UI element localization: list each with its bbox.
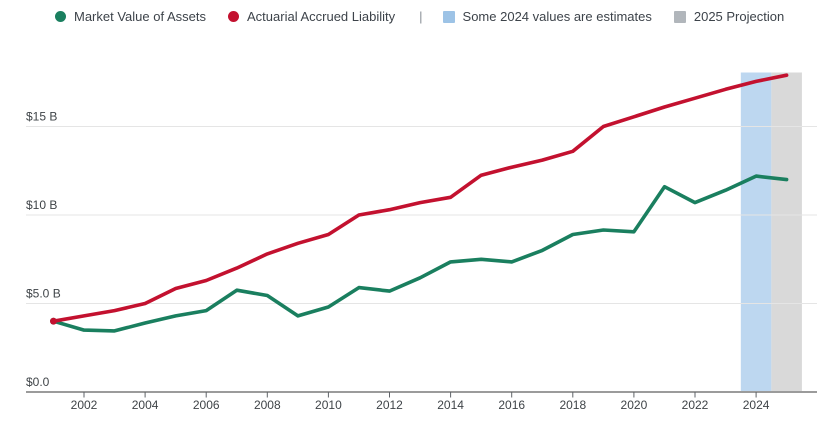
x-axis-label: 2006 <box>193 398 220 412</box>
legend-label-2025-projection: 2025 Projection <box>693 9 785 24</box>
x-axis-label: 2010 <box>315 398 342 412</box>
chart-legend: Market Value of Assets Actuarial Accrued… <box>55 9 806 24</box>
x-axis-label: 2014 <box>437 398 464 412</box>
legend-item-accrued-liability[interactable]: Actuarial Accrued Liability <box>228 9 395 24</box>
legend-item-market-value[interactable]: Market Value of Assets <box>55 9 206 24</box>
legend-label-2024-estimates: Some 2024 values are estimates <box>462 9 652 24</box>
y-axis-label: $15 B <box>26 110 57 124</box>
legend-item-2025-projection[interactable]: 2025 Projection <box>673 9 785 24</box>
x-axis-label: 2012 <box>376 398 403 412</box>
x-axis-label: 2018 <box>559 398 586 412</box>
x-axis-label: 2016 <box>498 398 525 412</box>
projection-band-swatch-icon <box>673 10 686 23</box>
x-axis-label: 2002 <box>71 398 98 412</box>
series-line-1 <box>51 73 789 324</box>
estimates-band-swatch-icon <box>442 10 455 23</box>
series-line-0 <box>51 174 789 333</box>
highlight-band-1 <box>771 72 802 392</box>
x-axis-label: 2020 <box>621 398 648 412</box>
x-axis-label: 2022 <box>682 398 709 412</box>
legend-item-2024-estimates[interactable]: Some 2024 values are estimates <box>442 9 652 24</box>
x-axis-label: 2004 <box>132 398 159 412</box>
x-axis-label: 2024 <box>743 398 770 412</box>
x-axis-label: 2008 <box>254 398 281 412</box>
y-axis-label: $5.0 B <box>26 287 61 301</box>
accrued-liability-dot-icon <box>228 11 239 22</box>
y-axis-label: $0.0 <box>26 375 50 389</box>
market-value-dot-icon <box>55 11 66 22</box>
highlight-band-0 <box>740 72 772 392</box>
legend-label-accrued-liability: Actuarial Accrued Liability <box>247 9 396 24</box>
legend-divider: | <box>419 9 423 24</box>
legend-label-market-value: Market Value of Assets <box>74 9 206 24</box>
y-axis-label: $10 B <box>26 198 57 212</box>
